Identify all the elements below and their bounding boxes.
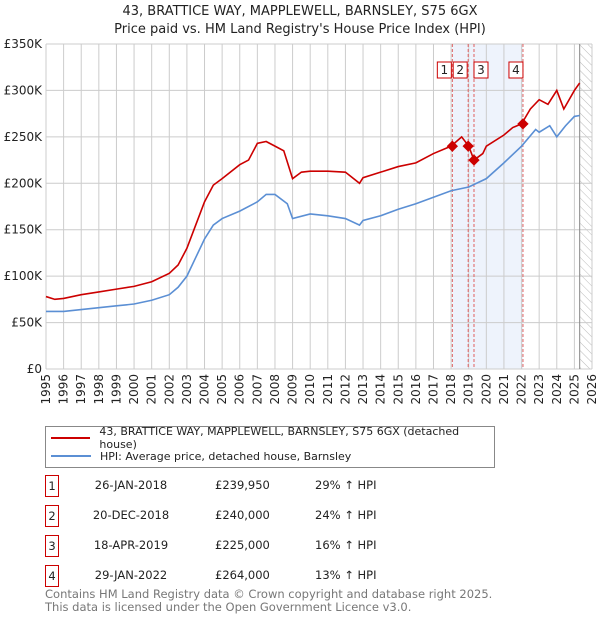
sale-label-box <box>452 61 468 79</box>
sale-number-badge: 2 <box>45 505 59 527</box>
footer: Contains HM Land Registry data © Crown c… <box>45 588 492 614</box>
hpi-diff: 13% ↑ HPI <box>315 568 377 582</box>
x-tick-label: 2012 <box>338 374 352 405</box>
hpi-diff: 16% ↑ HPI <box>315 538 377 552</box>
table-row: 4 29-JAN-2022 £264,000 13% ↑ HPI <box>45 565 600 589</box>
sale-label-4: 4 <box>508 61 524 79</box>
sale-label-number: 4 <box>512 63 520 77</box>
legend-label: HPI: Average price, detached house, Barn… <box>100 449 352 463</box>
x-tick-label: 2011 <box>321 374 335 405</box>
x-tick-label: 1998 <box>92 374 106 405</box>
sale-point <box>446 140 458 152</box>
x-tick-label: 2017 <box>426 374 440 405</box>
x-tick-label: 1996 <box>57 374 71 405</box>
x-tick-label: 2013 <box>356 374 370 405</box>
x-tick-label: 2005 <box>215 374 229 405</box>
sale-price: £240,000 <box>215 508 270 522</box>
sale-number-badge: 4 <box>45 565 59 587</box>
sale-label-1: 1 <box>436 61 452 79</box>
legend-swatch-property <box>51 437 91 439</box>
sale-label-number: 2 <box>456 63 464 77</box>
x-tick-label: 2004 <box>198 374 212 405</box>
sale-label-box <box>436 61 452 79</box>
legend: 43, BRATTICE WAY, MAPPLEWELL, BARNSLEY, … <box>45 425 495 468</box>
sale-label-3: 3 <box>473 61 489 79</box>
sale-price: £225,000 <box>215 538 270 552</box>
chart-subtitle: Price paid vs. HM Land Registry's House … <box>114 22 486 37</box>
property-line <box>45 82 581 301</box>
x-tick-label: 2010 <box>303 374 317 405</box>
x-tick-label: 2024 <box>550 374 564 405</box>
x-tick-label: 1999 <box>109 374 123 405</box>
x-tick-label: 2000 <box>127 374 141 405</box>
sale-date: 20-DEC-2018 <box>92 508 170 522</box>
x-tick-label: 2007 <box>250 374 264 405</box>
table-row: 3 18-APR-2019 £225,000 16% ↑ HPI <box>45 535 600 559</box>
x-tick-label: 2016 <box>409 374 423 405</box>
hpi-diff: 24% ↑ HPI <box>315 508 377 522</box>
sale-point <box>462 140 474 152</box>
y-tick-label: £0 <box>27 362 42 376</box>
table-row: 1 26-JAN-2018 £239,950 29% ↑ HPI <box>45 475 600 499</box>
legend-swatch-hpi <box>51 455 91 457</box>
x-tick-label: 2025 <box>567 374 581 405</box>
x-tick-label: 2021 <box>497 374 511 405</box>
hpi-diff: 29% ↑ HPI <box>315 478 377 492</box>
x-tick-label: 2003 <box>180 374 194 405</box>
y-tick-label: £250K <box>4 130 44 144</box>
y-tick-label: £200K <box>4 176 44 190</box>
sale-label-number: 1 <box>441 63 449 77</box>
x-tick-label: 1995 <box>39 374 53 405</box>
sale-date: 26-JAN-2018 <box>94 478 168 492</box>
x-tick-label: 1997 <box>74 374 88 405</box>
chart-title: 43, BRATTICE WAY, MAPPLEWELL, BARNSLEY, … <box>122 4 478 19</box>
sale-date: 29-JAN-2022 <box>94 568 168 582</box>
x-tick-label: 2002 <box>162 374 176 405</box>
y-tick-label: £50K <box>11 316 43 330</box>
footer-line: This data is licensed under the Open Gov… <box>45 600 412 614</box>
x-tick-label: 2018 <box>444 374 458 405</box>
legend-label: 43, BRATTICE WAY, MAPPLEWELL, BARNSLEY, … <box>99 425 460 451</box>
x-tick-label: 2008 <box>268 374 282 405</box>
price-chart: 1995 1996 1997 1998 1999 2000 2001 2002 2003 2004… <box>4 37 599 405</box>
sale-number-badge: 3 <box>45 535 59 557</box>
sale-number-badge: 1 <box>45 475 59 497</box>
sale-point <box>468 154 480 166</box>
sale-label-number: 3 <box>477 63 485 77</box>
shaded-period <box>452 44 523 369</box>
sale-label-2: 2 <box>452 61 468 79</box>
x-tick-label: 2001 <box>145 374 159 405</box>
sale-price: £264,000 <box>215 568 270 582</box>
forecast-hatch <box>579 44 592 369</box>
x-tick-label: 2023 <box>532 374 546 405</box>
y-tick-label: £150K <box>4 223 44 237</box>
footer-line: Contains HM Land Registry data © Crown c… <box>45 587 493 601</box>
x-tick-label: 2015 <box>391 374 405 405</box>
hpi-line <box>46 114 580 313</box>
legend-item-hpi: HPI: Average price, detached house, Barn… <box>51 447 351 465</box>
y-tick-label: £350K <box>4 37 44 51</box>
x-tick-label: 2020 <box>479 374 493 405</box>
sale-label-box <box>508 61 524 79</box>
x-tick-label: 2026 <box>585 374 599 405</box>
y-tick-label: £300K <box>4 83 44 97</box>
sale-date: 18-APR-2019 <box>93 538 169 552</box>
x-tick-label: 2006 <box>233 374 247 405</box>
table-row: 2 20-DEC-2018 £240,000 24% ↑ HPI <box>45 505 600 529</box>
sale-price: £239,950 <box>215 478 270 492</box>
x-tick-label: 2014 <box>374 374 388 405</box>
x-tick-label: 2009 <box>286 374 300 405</box>
y-tick-label: £100K <box>4 269 44 283</box>
sale-label-box <box>473 61 489 79</box>
x-tick-label: 2022 <box>515 374 529 405</box>
legend-item-property: 43, BRATTICE WAY, MAPPLEWELL, BARNSLEY, … <box>51 425 494 451</box>
x-tick-label: 2019 <box>462 374 476 405</box>
